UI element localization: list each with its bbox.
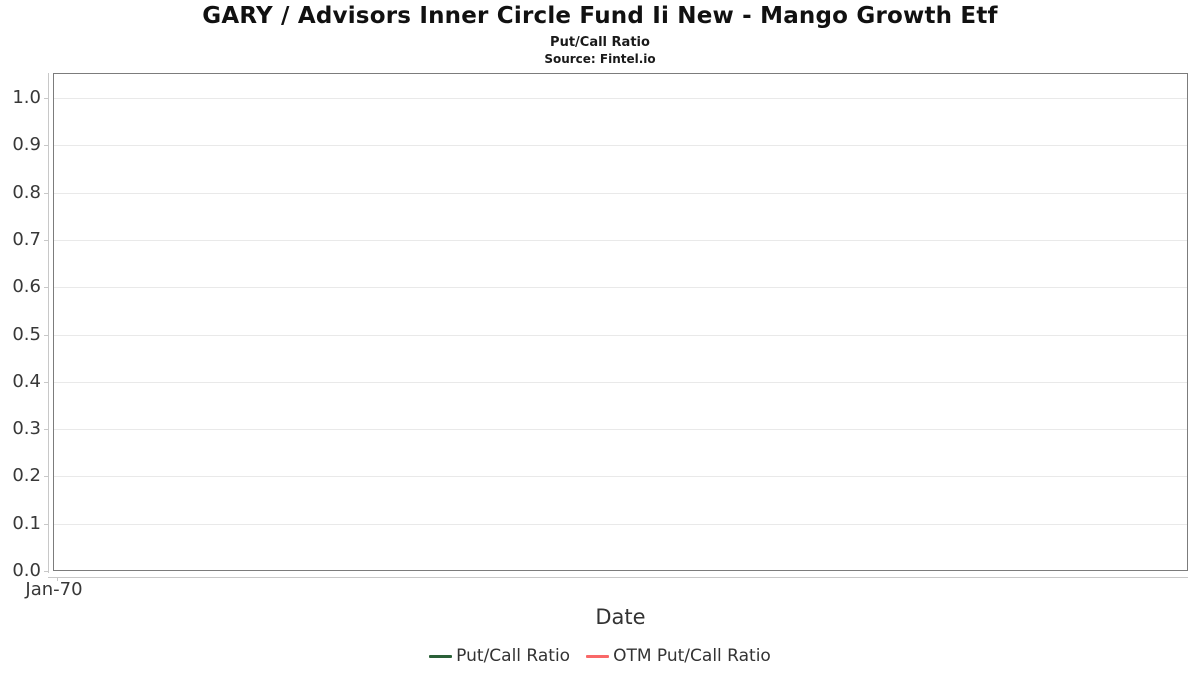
y-tick-label: 0.4 [12, 371, 41, 392]
y-axis-tick [44, 429, 48, 430]
legend-item-otm-put-call-ratio[interactable]: OTM Put/Call Ratio [586, 645, 771, 667]
gridline [54, 287, 1187, 288]
y-axis-tick [44, 193, 48, 194]
gridline [54, 145, 1187, 146]
y-axis-tick [44, 524, 48, 525]
gridline [54, 240, 1187, 241]
chart-subtitle: Put/Call Ratio [550, 35, 650, 50]
y-axis-line [48, 73, 49, 573]
y-tick-label: 0.3 [12, 418, 41, 439]
gridline [54, 98, 1187, 99]
y-tick-label: 0.0 [12, 560, 41, 581]
y-tick-label: 0.2 [12, 465, 41, 486]
y-tick-label: 0.6 [12, 276, 41, 297]
y-axis-tick [44, 335, 48, 336]
legend-label: OTM Put/Call Ratio [613, 646, 771, 666]
gridline [54, 429, 1187, 430]
y-tick-label: 0.1 [12, 513, 41, 534]
x-tick-label: Jan-70 [25, 579, 83, 600]
plot-area [53, 73, 1188, 571]
y-axis-tick [44, 476, 48, 477]
y-tick-label: 0.8 [12, 182, 41, 203]
gridline [54, 476, 1187, 477]
x-axis-title: Date [595, 605, 646, 629]
y-axis-tick [44, 240, 48, 241]
x-axis-line [48, 577, 1188, 578]
y-tick-label: 0.7 [12, 229, 41, 250]
y-axis-tick [44, 287, 48, 288]
legend-line-swatch-red [586, 654, 610, 658]
y-axis-tick [44, 145, 48, 146]
legend: Put/Call Ratio OTM Put/Call Ratio [0, 645, 1200, 667]
gridline [54, 193, 1187, 194]
chart-source: Source: Fintel.io [544, 52, 656, 66]
gridline [54, 524, 1187, 525]
legend-item-put-call-ratio[interactable]: Put/Call Ratio [429, 645, 570, 667]
y-tick-label: 1.0 [12, 87, 41, 108]
y-tick-label: 0.9 [12, 134, 41, 155]
y-tick-label: 0.5 [12, 324, 41, 345]
legend-label: Put/Call Ratio [456, 646, 571, 666]
y-axis-tick [44, 98, 48, 99]
y-axis-tick [44, 382, 48, 383]
gridline [54, 382, 1187, 383]
x-axis-tick [57, 577, 58, 581]
legend-line-swatch-green [429, 654, 453, 658]
gridline [54, 335, 1187, 336]
y-axis-tick [44, 571, 48, 572]
chart-title: GARY / Advisors Inner Circle Fund Ii New… [202, 3, 998, 29]
